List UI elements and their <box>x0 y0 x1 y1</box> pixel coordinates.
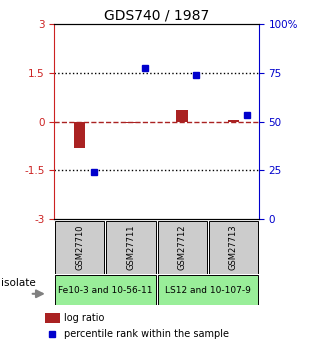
Text: Fe10-3 and 10-56-11: Fe10-3 and 10-56-11 <box>58 286 153 295</box>
Bar <box>209 221 258 274</box>
Bar <box>45 313 60 323</box>
Bar <box>228 120 239 122</box>
Text: GSM27713: GSM27713 <box>229 225 238 270</box>
Bar <box>74 122 86 148</box>
Bar <box>157 221 207 274</box>
Text: GSM27710: GSM27710 <box>75 225 84 270</box>
Title: GDS740 / 1987: GDS740 / 1987 <box>104 9 209 23</box>
Text: GSM27712: GSM27712 <box>178 225 187 270</box>
Text: LS12 and 10-107-9: LS12 and 10-107-9 <box>165 286 251 295</box>
Bar <box>106 221 156 274</box>
Text: log ratio: log ratio <box>64 313 104 323</box>
Text: percentile rank within the sample: percentile rank within the sample <box>64 329 229 339</box>
Bar <box>176 110 188 122</box>
Bar <box>55 275 156 305</box>
Bar <box>125 122 137 123</box>
Bar <box>55 221 104 274</box>
Text: GSM27711: GSM27711 <box>126 225 135 270</box>
Text: isolate: isolate <box>1 278 36 287</box>
Bar <box>157 275 258 305</box>
